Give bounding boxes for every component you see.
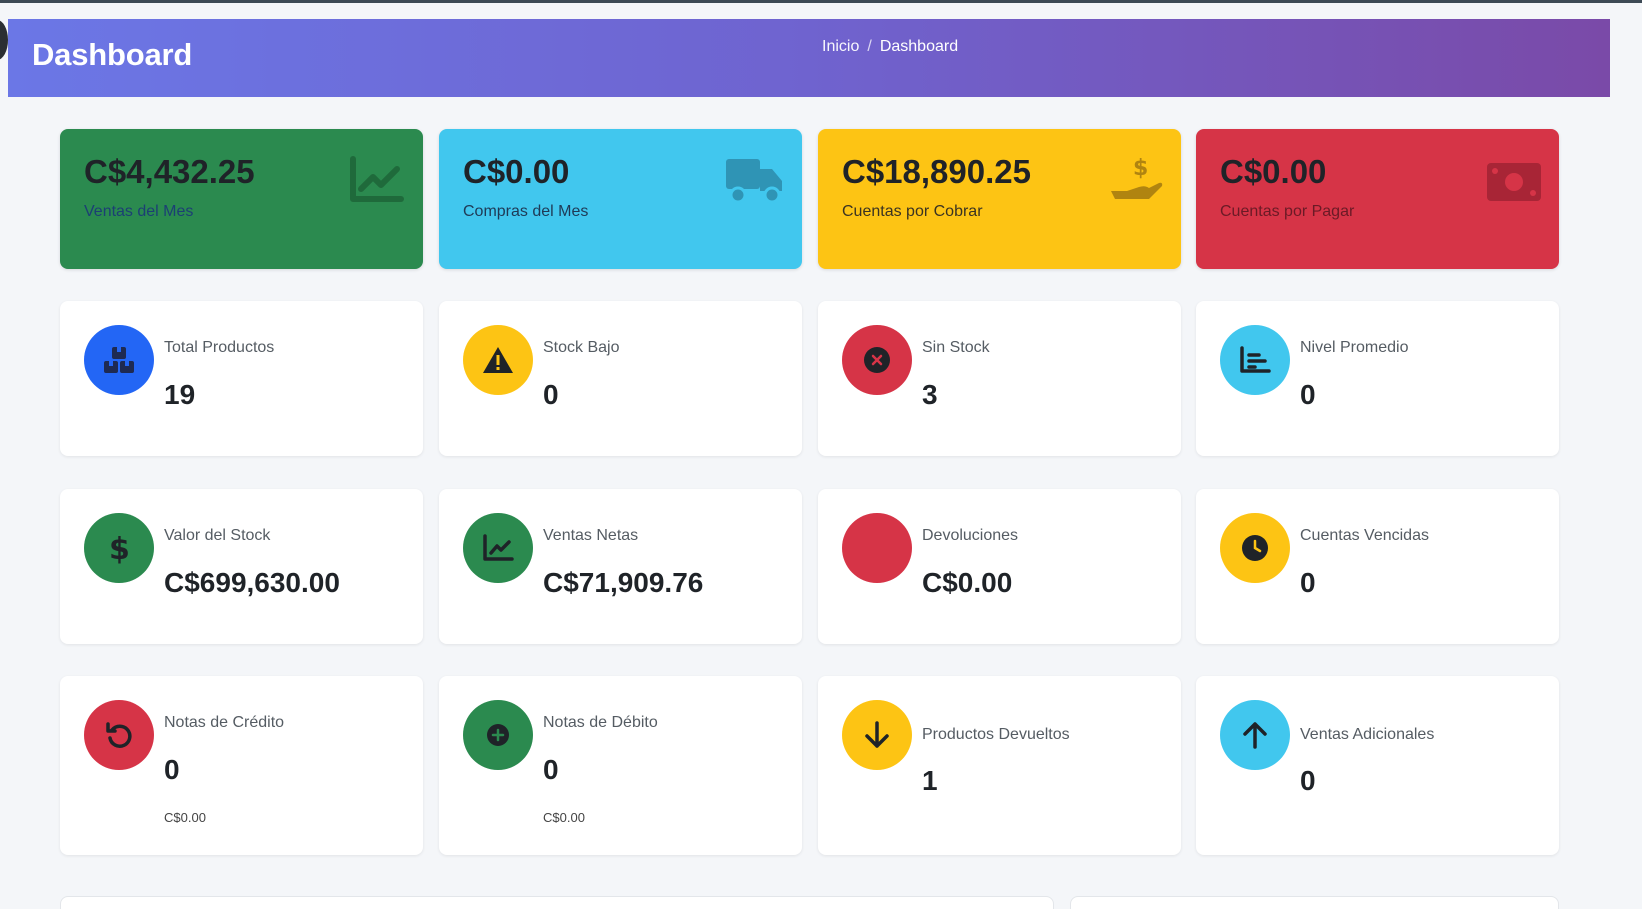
stat-icon-circle <box>1220 513 1290 583</box>
stat-title: Notas de Crédito <box>164 714 285 731</box>
stat-card-cuentas-vencidas[interactable]: Cuentas Vencidas 0 <box>1196 489 1559 644</box>
stat-value: C$699,630.00 <box>164 567 340 598</box>
breadcrumb-home-link[interactable]: Inicio <box>822 38 860 55</box>
stat-icon-circle <box>842 700 912 770</box>
stat-title: Ventas Netas <box>543 527 639 544</box>
stat-value: 0 <box>1300 379 1316 410</box>
boxes-icon <box>104 347 134 373</box>
stat-value: C$71,909.76 <box>543 567 704 598</box>
dollar-icon: $ <box>109 532 130 565</box>
plus-circle-icon <box>487 724 509 746</box>
kpi-label: Compras del Mes <box>463 203 589 220</box>
stat-subvalue: C$0.00 <box>543 810 585 825</box>
stat-value: 3 <box>922 379 938 410</box>
stat-value: C$0.00 <box>922 567 1013 598</box>
window-top-border <box>0 0 1642 3</box>
kpi-compras-del-mes[interactable]: C$0.00 Compras del Mes <box>439 129 802 269</box>
page-title: Dashboard <box>32 37 193 72</box>
kpi-label: Cuentas por Cobrar <box>842 203 983 220</box>
stat-card-productos-devueltos[interactable]: Productos Devueltos 1 <box>818 676 1181 855</box>
stat-value: 0 <box>164 754 180 785</box>
stat-card-ventas-netas[interactable]: Ventas Netas C$71,909.76 <box>439 489 802 644</box>
stat-card-notas-de-credito[interactable]: Notas de Crédito 0 C$0.00 <box>60 676 423 855</box>
stat-title: Notas de Débito <box>543 714 658 731</box>
arrow-up-icon <box>1243 722 1267 749</box>
kpi-label: Cuentas por Pagar <box>1220 203 1355 220</box>
breadcrumb-current: Dashboard <box>879 38 959 55</box>
bottom-panel-right <box>1070 896 1559 909</box>
stat-icon-circle: $ <box>84 513 154 583</box>
stat-value: 0 <box>543 754 559 785</box>
stat-card-ventas-adicionales[interactable]: Ventas Adicionales 0 <box>1196 676 1559 855</box>
stat-card-valor-del-stock[interactable]: $ Valor del Stock C$699,630.00 <box>60 489 423 644</box>
stat-title: Sin Stock <box>922 339 990 356</box>
stat-icon-circle <box>842 325 912 395</box>
stat-card-total-productos[interactable]: Total Productos 19 <box>60 301 423 456</box>
stat-card-stock-bajo[interactable]: Stock Bajo 0 <box>439 301 802 456</box>
svg-text:$: $ <box>109 532 130 565</box>
rotate-left-icon <box>106 722 132 748</box>
stat-title: Productos Devueltos <box>922 726 1070 743</box>
times-circle-icon <box>864 347 890 373</box>
stat-value: 1 <box>922 765 938 796</box>
stat-icon-circle <box>463 325 533 395</box>
stat-title: Valor del Stock <box>164 527 271 544</box>
hand-holding-dollar-icon: $ <box>1111 156 1163 199</box>
truck-icon <box>726 159 782 204</box>
sidebar-toggle-edge[interactable] <box>0 20 8 60</box>
stat-icon-circle <box>1220 325 1290 395</box>
stat-icon-circle <box>84 700 154 770</box>
kpi-value: C$4,432.25 <box>84 153 255 190</box>
stat-card-notas-de-debito[interactable]: Notas de Débito 0 C$0.00 <box>439 676 802 855</box>
kpi-label: Ventas del Mes <box>84 203 194 220</box>
stat-title: Devoluciones <box>922 527 1019 544</box>
undo-icon <box>842 513 912 583</box>
kpi-value: C$18,890.25 <box>842 153 1031 190</box>
stat-icon-circle <box>463 700 533 770</box>
clock-icon <box>1242 535 1268 561</box>
stat-title: Cuentas Vencidas <box>1300 527 1429 544</box>
chart-line-icon <box>350 156 404 202</box>
stat-card-nivel-promedio[interactable]: Nivel Promedio 0 <box>1196 301 1559 456</box>
stat-title: Stock Bajo <box>543 339 620 356</box>
kpi-ventas-del-mes[interactable]: C$4,432.25 Ventas del Mes <box>60 129 423 269</box>
stat-title: Nivel Promedio <box>1300 339 1409 356</box>
arrow-down-icon <box>865 721 889 748</box>
kpi-cuentas-por-cobrar[interactable]: C$18,890.25 Cuentas por Cobrar $ <box>818 129 1181 269</box>
kpi-value: C$0.00 <box>1220 153 1327 190</box>
chart-line-icon <box>483 534 514 561</box>
kpi-value: C$0.00 <box>463 153 570 190</box>
stat-icon-circle <box>1220 700 1290 770</box>
stat-title: Ventas Adicionales <box>1300 726 1435 743</box>
stat-card-sin-stock[interactable]: Sin Stock 3 <box>818 301 1181 456</box>
bottom-panel-left <box>60 896 1054 909</box>
stat-value: 0 <box>543 379 559 410</box>
stat-title: Total Productos <box>164 339 275 356</box>
money-bill-icon <box>1487 163 1541 201</box>
svg-text:$: $ <box>1133 156 1148 181</box>
chart-bar-icon <box>1240 346 1271 373</box>
breadcrumb: Inicio / Dashboard <box>822 38 958 56</box>
stat-value: 0 <box>1300 567 1316 598</box>
warning-icon <box>483 347 513 373</box>
stat-value: 0 <box>1300 765 1316 796</box>
kpi-cuentas-por-pagar[interactable]: C$0.00 Cuentas por Pagar <box>1196 129 1559 269</box>
stat-icon-circle <box>84 325 154 395</box>
stat-subvalue: C$0.00 <box>164 810 206 825</box>
stat-value: 19 <box>164 379 196 410</box>
breadcrumb-separator: / <box>867 38 872 55</box>
page-header: Dashboard Inicio / Dashboard <box>8 19 1610 97</box>
stat-card-devoluciones[interactable]: Devoluciones C$0.00 <box>818 489 1181 644</box>
stat-icon-circle <box>463 513 533 583</box>
